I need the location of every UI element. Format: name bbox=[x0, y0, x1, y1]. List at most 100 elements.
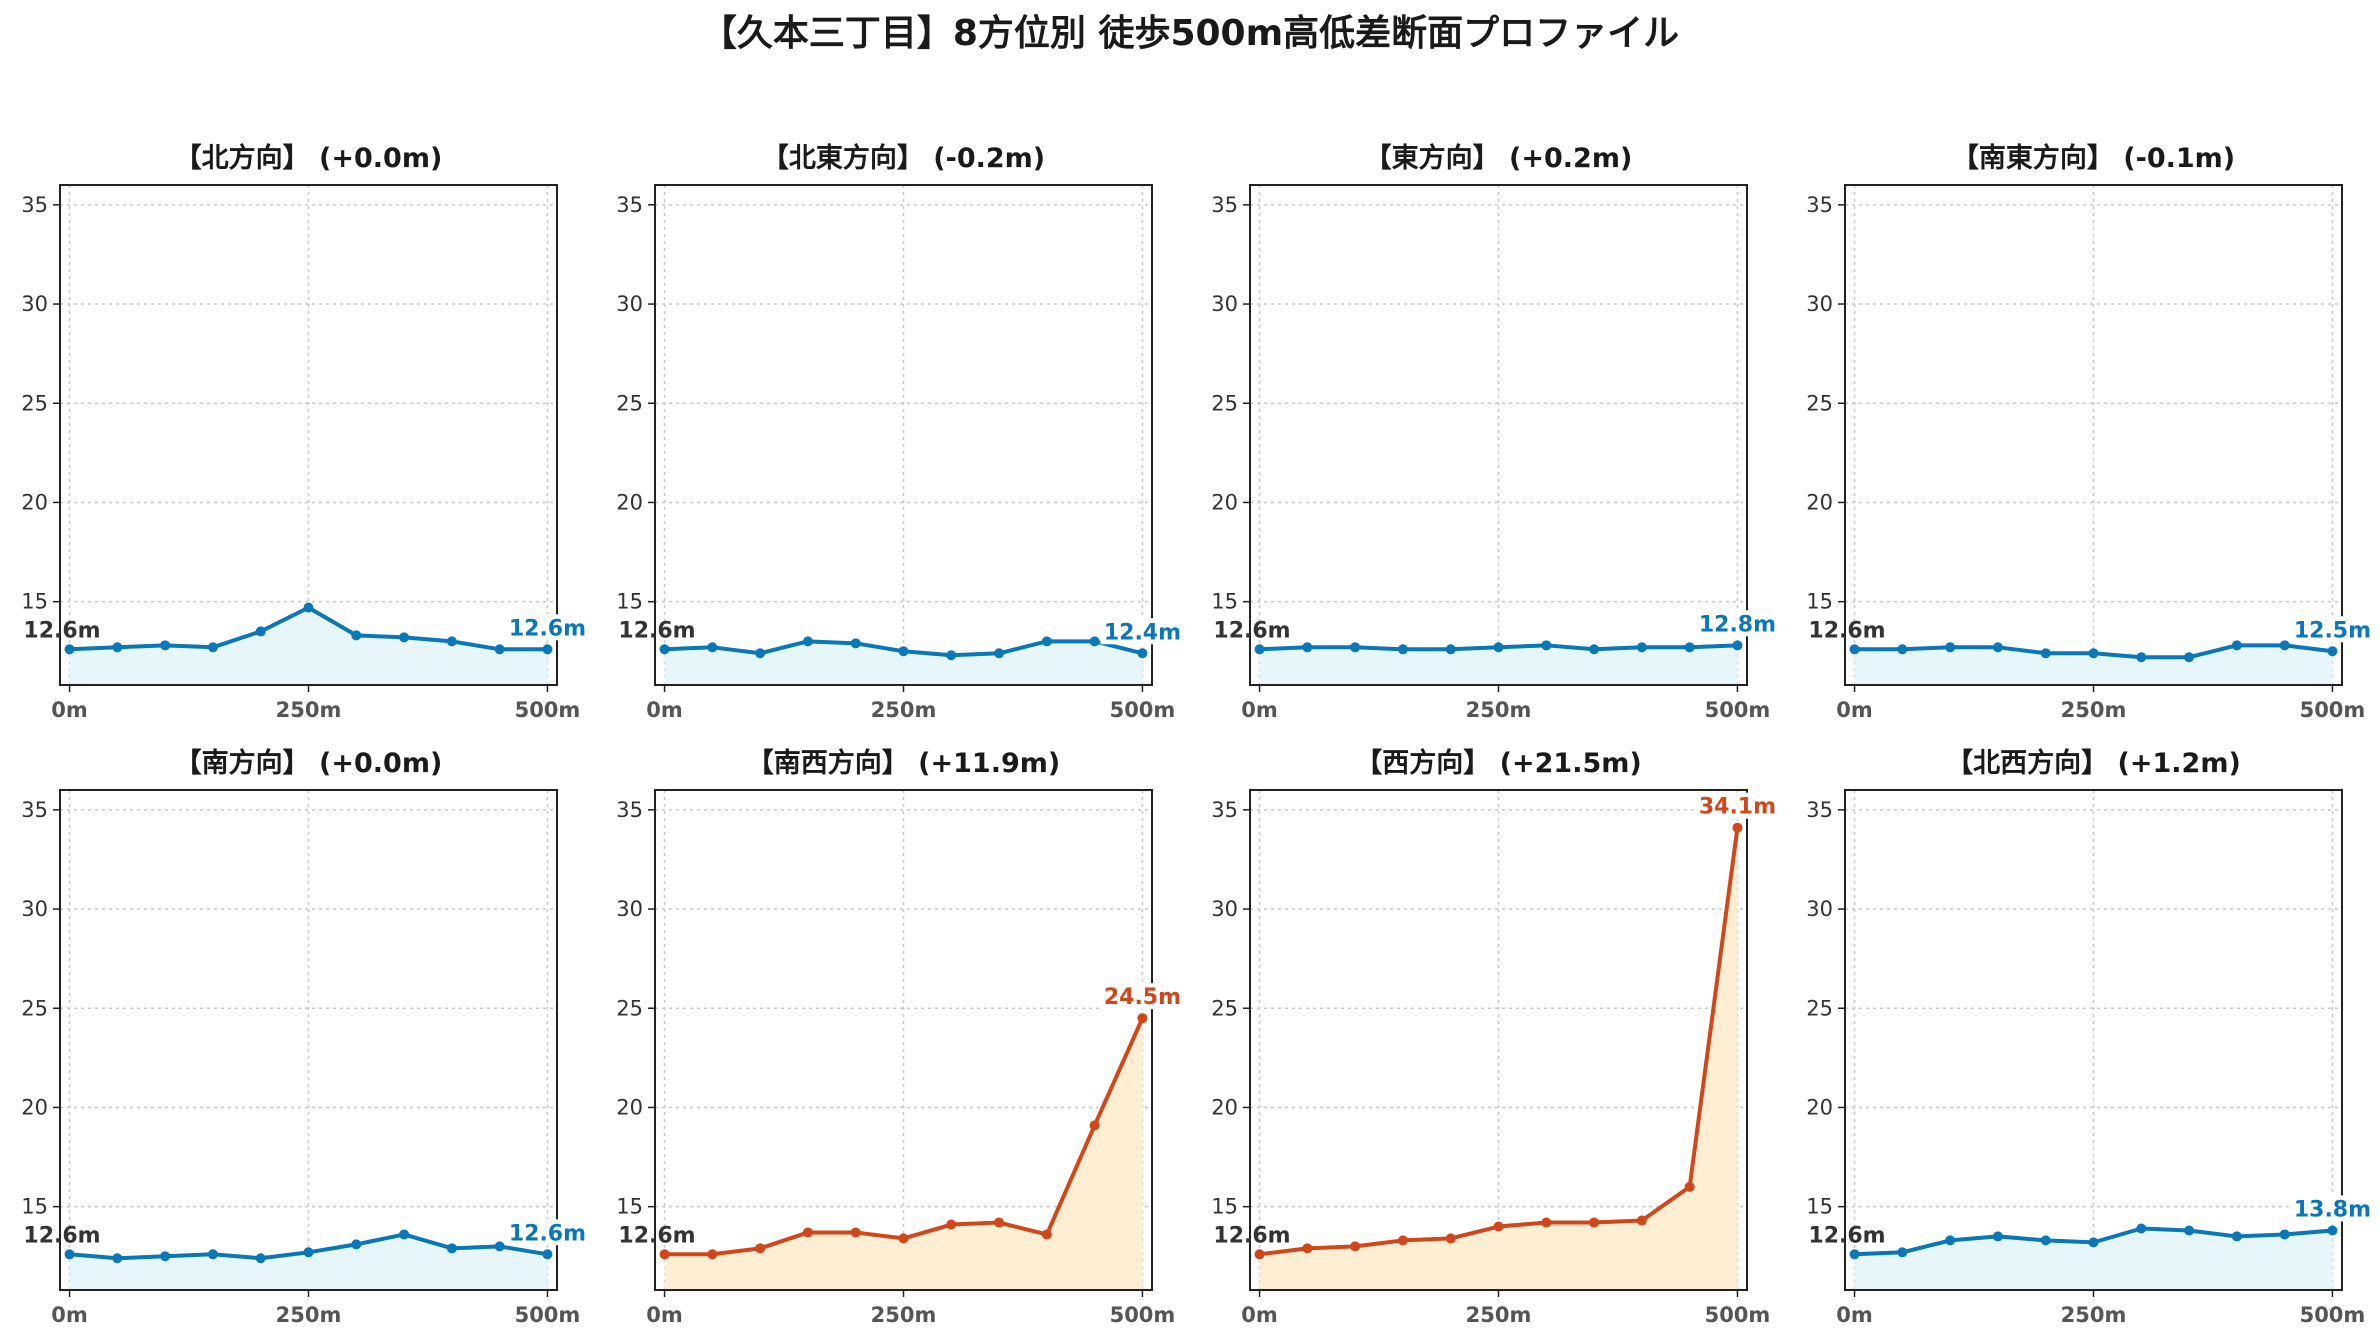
data-point bbox=[1897, 644, 1908, 655]
y-tick-label: 35 bbox=[616, 193, 643, 217]
subplot-3: 【南東方向】 (-0.1m) 15 20 25 30 35 0m 250m 500m 12.6m 1… bbox=[1806, 142, 2375, 722]
data-point bbox=[494, 644, 505, 655]
y-tick-label: 15 bbox=[21, 590, 48, 614]
x-tick-label: 250m bbox=[1466, 698, 1532, 722]
data-point bbox=[898, 1233, 909, 1244]
data-point bbox=[64, 644, 75, 655]
data-point bbox=[207, 1249, 218, 1260]
subplot-2: 【東方向】 (+0.2m) 15 20 25 30 35 0m 250m 500m 12.6m 12… bbox=[1211, 142, 1780, 722]
y-tick-label: 15 bbox=[1806, 590, 1833, 614]
subplot-1: 【北東方向】 (-0.2m) 15 20 25 30 35 0m 250m 500m 12.6m 1… bbox=[616, 142, 1185, 722]
y-tick-label: 35 bbox=[21, 798, 48, 822]
subplot-5: 【南西方向】 (+11.9m) 15 20 25 30 35 0m 250m 500m 12.6m… bbox=[616, 747, 1185, 1327]
y-tick-label: 30 bbox=[1211, 292, 1238, 316]
data-point bbox=[1397, 1235, 1408, 1246]
x-tick-label: 250m bbox=[1466, 1303, 1532, 1327]
data-point bbox=[1849, 644, 1860, 655]
y-tick-label: 30 bbox=[616, 292, 643, 316]
data-point bbox=[2279, 640, 2290, 651]
y-tick-label: 25 bbox=[21, 996, 48, 1020]
y-tick-label: 30 bbox=[1806, 292, 1833, 316]
y-tick-label: 35 bbox=[1806, 798, 1833, 822]
start-elevation-label: 12.6m bbox=[23, 1223, 100, 1248]
data-point bbox=[2327, 646, 2338, 657]
end-elevation-label: 12.4m bbox=[1104, 620, 1181, 645]
end-label-bg bbox=[505, 614, 590, 641]
subplot-title: 【北方向】 (+0.0m) bbox=[175, 142, 443, 174]
data-point bbox=[1302, 642, 1313, 653]
y-tick-label: 25 bbox=[616, 391, 643, 415]
data-point bbox=[494, 1241, 505, 1252]
subplot-title: 【南方向】 (+0.0m) bbox=[175, 747, 443, 779]
series-fill bbox=[1259, 645, 1738, 685]
series-fill bbox=[69, 607, 548, 685]
data-point bbox=[1350, 1241, 1361, 1252]
start-elevation-label: 12.6m bbox=[618, 618, 695, 643]
start-elevation-label: 12.6m bbox=[1213, 1223, 1290, 1248]
y-tick-label: 20 bbox=[616, 490, 643, 514]
series-fill bbox=[69, 1234, 548, 1290]
data-point bbox=[2231, 1231, 2242, 1242]
data-point bbox=[1137, 1013, 1148, 1024]
end-elevation-label: 12.5m bbox=[2294, 618, 2371, 643]
start-elevation-label: 12.6m bbox=[23, 618, 100, 643]
end-label-bg bbox=[1100, 983, 1185, 1010]
data-point bbox=[542, 644, 553, 655]
start-elevation-label: 12.6m bbox=[1808, 618, 1885, 643]
data-point bbox=[659, 644, 670, 655]
data-point bbox=[994, 648, 1005, 659]
data-point bbox=[1945, 1235, 1956, 1246]
series-fill bbox=[1854, 645, 2333, 685]
data-point bbox=[802, 1227, 813, 1238]
subplot-4: 【南方向】 (+0.0m) 15 20 25 30 35 0m 250m 500m 12.6m 12… bbox=[21, 747, 590, 1327]
data-point bbox=[1589, 1217, 1600, 1228]
data-point bbox=[1041, 636, 1052, 647]
data-point bbox=[1041, 1229, 1052, 1240]
end-elevation-label: 12.8m bbox=[1699, 612, 1776, 637]
y-tick-label: 25 bbox=[1806, 391, 1833, 415]
x-tick-label: 500m bbox=[515, 1303, 581, 1327]
data-point bbox=[1541, 1217, 1552, 1228]
data-point bbox=[255, 1253, 266, 1264]
data-point bbox=[1945, 642, 1956, 653]
y-tick-label: 25 bbox=[616, 996, 643, 1020]
end-label-bg bbox=[505, 1219, 590, 1246]
data-point bbox=[303, 602, 314, 613]
y-tick-label: 25 bbox=[1211, 996, 1238, 1020]
data-point bbox=[1732, 640, 1743, 651]
y-tick-label: 30 bbox=[21, 897, 48, 921]
subplot-title: 【北西方向】 (+1.2m) bbox=[1946, 747, 2241, 779]
data-point bbox=[850, 1227, 861, 1238]
y-tick-label: 15 bbox=[616, 1195, 643, 1219]
data-point bbox=[1849, 1249, 1860, 1260]
y-tick-label: 15 bbox=[1806, 1195, 1833, 1219]
y-tick-label: 20 bbox=[1211, 490, 1238, 514]
data-point bbox=[399, 1229, 410, 1240]
series-fill bbox=[664, 641, 1143, 685]
data-point bbox=[1137, 648, 1148, 659]
y-tick-label: 20 bbox=[1806, 490, 1833, 514]
y-tick-label: 30 bbox=[1806, 897, 1833, 921]
plot-frame bbox=[654, 184, 1153, 686]
y-tick-label: 15 bbox=[616, 590, 643, 614]
data-point bbox=[303, 1247, 314, 1258]
page-title: 【久本三丁目】8方位別 徒歩500m高低差断面プロファイル bbox=[700, 13, 1680, 54]
x-tick-label: 0m bbox=[1836, 698, 1873, 722]
x-tick-label: 500m bbox=[1705, 698, 1771, 722]
data-point bbox=[1254, 1249, 1265, 1260]
data-point bbox=[1445, 1233, 1456, 1244]
data-point bbox=[1089, 1120, 1100, 1131]
x-tick-label: 250m bbox=[276, 698, 342, 722]
data-point bbox=[2088, 1237, 2099, 1248]
data-point bbox=[112, 642, 123, 653]
y-tick-label: 30 bbox=[1211, 897, 1238, 921]
start-elevation-label: 12.6m bbox=[618, 1223, 695, 1248]
data-point bbox=[1397, 644, 1408, 655]
end-elevation-label: 34.1m bbox=[1699, 795, 1776, 820]
x-tick-label: 500m bbox=[1110, 698, 1176, 722]
y-tick-label: 20 bbox=[21, 1095, 48, 1119]
y-tick-label: 30 bbox=[21, 292, 48, 316]
subplot-6: 【西方向】 (+21.5m) 15 20 25 30 35 0m 250m 500m 12.6m 3… bbox=[1211, 747, 1780, 1327]
data-point bbox=[1493, 642, 1504, 653]
